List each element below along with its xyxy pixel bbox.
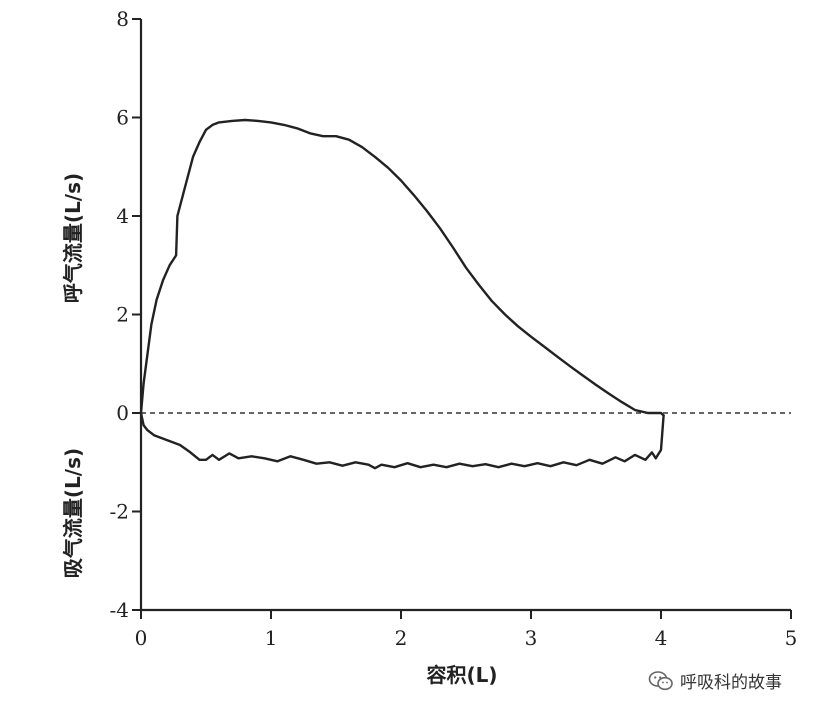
x-tick-label: 3: [525, 626, 538, 650]
y-tick-label: 6: [116, 106, 129, 130]
y-tick-label: 4: [116, 204, 129, 228]
watermark: 呼吸科的故事: [648, 668, 782, 693]
expiratory-flow-curve: [139, 118, 665, 417]
x-axis-title: 容积(L): [426, 663, 497, 687]
ticks: -4 -2 0 2 4 6 8 0 1 2 3 4 5: [110, 7, 798, 650]
series-layer: [139, 118, 665, 470]
axes: [139, 19, 791, 612]
x-tick-label: 4: [655, 626, 668, 650]
x-tick-label: 1: [265, 626, 278, 650]
y-axis-title-upper: 呼气流量(L/s): [61, 173, 85, 303]
y-tick-label: 8: [116, 7, 129, 31]
y-tick-label: -4: [110, 598, 129, 622]
y-tick-label: -2: [110, 500, 129, 524]
watermark-text: 呼吸科的故事: [680, 673, 782, 693]
wechat-icon: [648, 670, 673, 690]
inspiratory-flow-curve: [139, 411, 665, 470]
x-tick-label: 5: [785, 626, 798, 650]
y-tick-label: 2: [116, 303, 129, 327]
y-tick-label: 0: [116, 401, 129, 425]
x-tick-label: 2: [395, 626, 408, 650]
x-tick-label: 0: [135, 626, 148, 650]
y-axis-title-lower: 吸气流量(L/s): [61, 448, 85, 578]
